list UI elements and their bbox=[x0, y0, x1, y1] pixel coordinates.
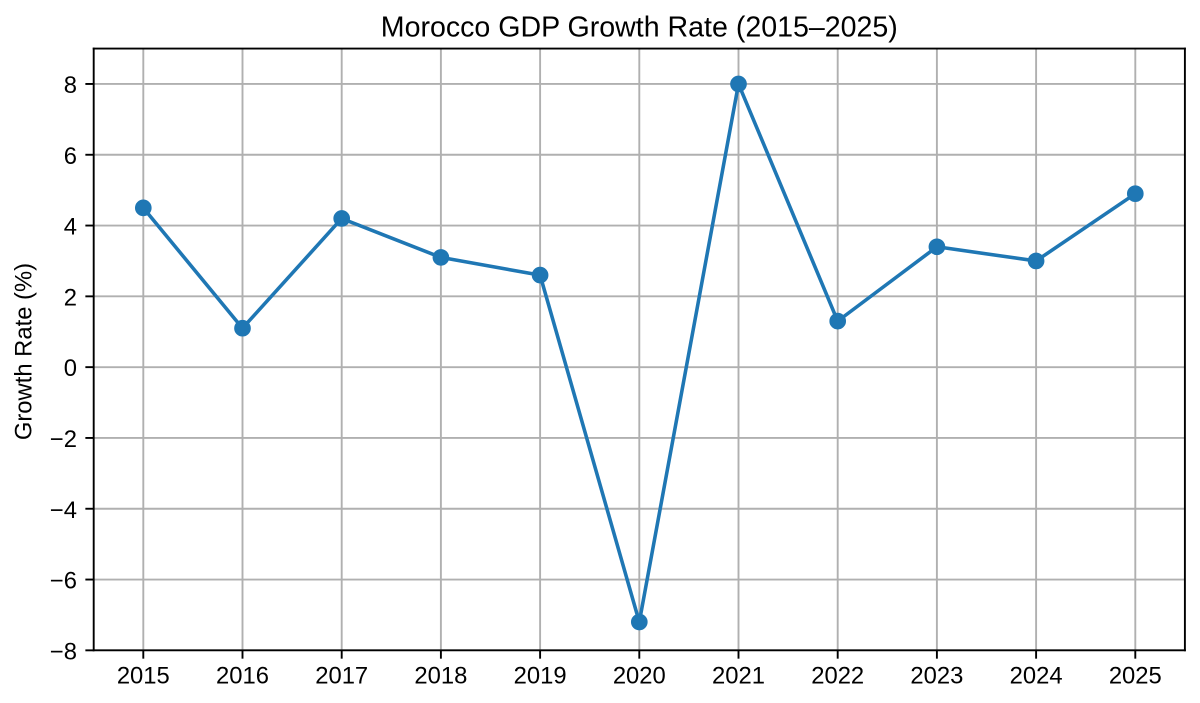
svg-text:Morocco GDP Growth Rate (2015–: Morocco GDP Growth Rate (2015–2025) bbox=[381, 11, 898, 43]
svg-text:2022: 2022 bbox=[811, 663, 864, 690]
svg-text:2018: 2018 bbox=[414, 663, 467, 690]
svg-text:2025: 2025 bbox=[1109, 663, 1162, 690]
svg-text:2024: 2024 bbox=[1010, 663, 1063, 690]
svg-text:4: 4 bbox=[64, 214, 77, 241]
svg-text:2: 2 bbox=[64, 284, 77, 311]
svg-text:−6: −6 bbox=[50, 568, 77, 595]
svg-text:0: 0 bbox=[64, 355, 77, 382]
svg-text:2015: 2015 bbox=[117, 663, 170, 690]
svg-text:2023: 2023 bbox=[910, 663, 963, 690]
svg-text:6: 6 bbox=[64, 143, 77, 170]
svg-text:−2: −2 bbox=[50, 426, 77, 453]
svg-text:−4: −4 bbox=[50, 497, 77, 524]
svg-text:2020: 2020 bbox=[613, 663, 666, 690]
svg-text:2019: 2019 bbox=[514, 663, 567, 690]
svg-text:2017: 2017 bbox=[315, 663, 368, 690]
svg-text:2016: 2016 bbox=[216, 663, 269, 690]
svg-text:−8: −8 bbox=[50, 638, 77, 665]
svg-text:8: 8 bbox=[64, 72, 77, 99]
svg-text:Growth Rate (%): Growth Rate (%) bbox=[11, 263, 38, 440]
svg-text:2021: 2021 bbox=[712, 663, 765, 690]
